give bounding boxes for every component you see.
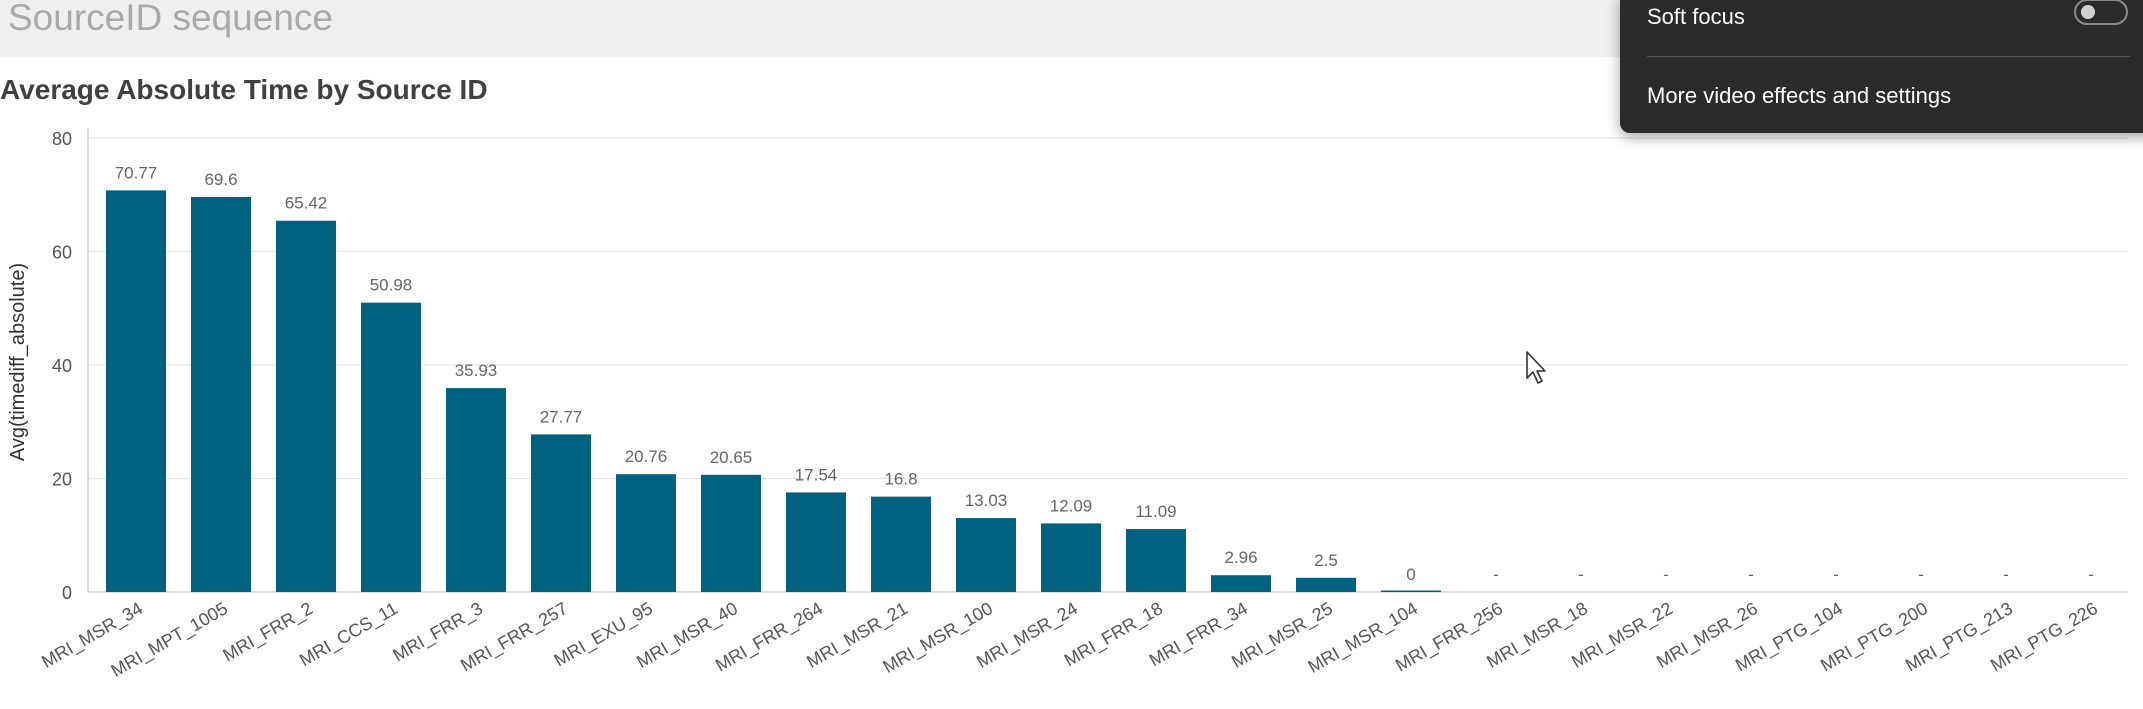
data-label: 13.03 (965, 491, 1008, 510)
data-label: - (1833, 565, 1839, 584)
data-label: 35.93 (455, 361, 498, 380)
video-effects-panel: Soft focus More video effects and settin… (1620, 0, 2143, 133)
data-label: 69.6 (204, 170, 237, 189)
bar (1211, 575, 1271, 592)
data-label: 2.5 (1314, 551, 1338, 570)
data-label: - (2003, 565, 2009, 584)
bar (786, 492, 846, 592)
y-tick-label: 60 (52, 243, 72, 263)
data-label: - (1663, 565, 1669, 584)
bar (446, 388, 506, 592)
bar (361, 302, 421, 592)
chart-title: Average Absolute Time by Source ID (0, 74, 488, 105)
bar (1381, 590, 1441, 592)
data-label: 12.09 (1050, 496, 1093, 515)
panel-divider (1647, 56, 2130, 57)
soft-focus-toggle[interactable] (2074, 0, 2128, 25)
bar (871, 496, 931, 592)
data-label: - (1578, 565, 1584, 584)
data-label: 17.54 (795, 465, 838, 484)
bar (956, 518, 1016, 592)
data-label: 50.98 (370, 276, 413, 295)
soft-focus-label: Soft focus (1647, 4, 1745, 29)
y-tick-label: 0 (62, 583, 72, 603)
data-label: 70.77 (115, 163, 158, 182)
bar (531, 434, 591, 592)
bar (191, 197, 251, 592)
data-label: 20.76 (625, 447, 668, 466)
bar (1296, 577, 1356, 592)
mouse-cursor-icon (1526, 351, 1546, 384)
bar (616, 474, 676, 592)
y-axis-label: Avg(timediff_absolute) (7, 263, 29, 461)
y-tick-label: 20 (52, 470, 72, 490)
data-label: 0 (1406, 565, 1415, 584)
bar (276, 220, 336, 592)
data-label: 16.8 (884, 470, 917, 489)
data-label: - (2088, 565, 2094, 584)
y-tick-label: 80 (52, 129, 72, 149)
data-label: 27.77 (540, 407, 583, 426)
data-label: 2.96 (1224, 548, 1257, 567)
data-label: - (1918, 565, 1924, 584)
bar (1041, 523, 1101, 592)
bar (701, 474, 761, 592)
data-label: - (1493, 565, 1499, 584)
toggle-knob (2081, 5, 2095, 19)
bar (106, 190, 166, 592)
page-heading: SourceID sequence (8, 0, 333, 38)
bar (1126, 529, 1186, 592)
data-label: 65.42 (285, 194, 328, 213)
data-label: 20.65 (710, 448, 753, 467)
data-label: - (1748, 565, 1754, 584)
y-tick-label: 40 (52, 356, 72, 376)
more-video-effects-link[interactable]: More video effects and settings (1647, 83, 1952, 108)
data-label: 11.09 (1135, 502, 1176, 521)
